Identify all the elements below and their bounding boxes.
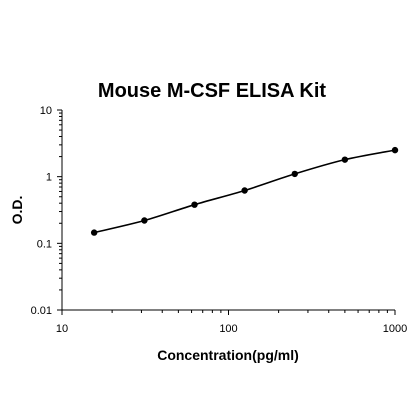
y-tick-label: 1 [46,172,52,184]
x-tick-label: 1000 [383,323,407,335]
data-point [191,201,198,208]
data-point [90,229,98,236]
y-tick-label: 0.1 [37,238,52,250]
x-tick-label: 10 [56,323,68,335]
data-point [241,187,248,194]
x-axis-label: Concentration(pg/ml) [157,347,299,363]
chart-title: Mouse M-CSF ELISA Kit [98,80,326,102]
data-point [391,146,399,154]
plot-area: 10 100 1000 0.01 0.1 1 10 [31,105,408,335]
data-points [90,146,399,236]
y-tick-label: 10 [40,105,52,117]
data-point [141,217,148,224]
y-axis-label: O.D. [9,196,25,225]
x-tick-label: 100 [219,323,237,335]
y-tick-label: 0.01 [31,305,52,317]
y-ticks: 0.01 0.1 1 10 [31,105,62,317]
data-point [291,170,298,178]
data-point [341,156,349,163]
x-ticks: 10 100 1000 [56,310,407,335]
